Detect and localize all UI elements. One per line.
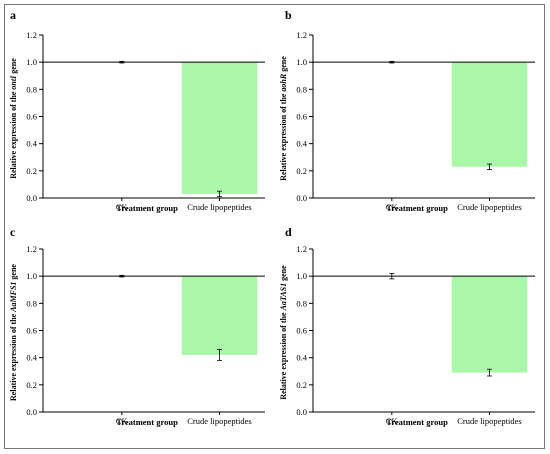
y-axis-title-prefix: Relative expression of the bbox=[279, 92, 288, 181]
panel-b: 0.0 0.2 0.4 0.6 0.8 1.0 1.2 CK Crude lipopeptide… bbox=[279, 8, 535, 213]
y-tick-label: 0.2 bbox=[26, 166, 37, 176]
panel-a: 0.0 0.2 0.4 0.6 0.8 1.0 1.2 CK Crude lipopeptide… bbox=[9, 8, 265, 213]
y-tick-label: 1.2 bbox=[26, 244, 37, 254]
y-axis-title-gene: AaTAS1 bbox=[279, 283, 288, 312]
panel-letter: d bbox=[285, 225, 292, 239]
x-axis-title: Treatment group bbox=[116, 203, 178, 213]
bar-crude-lipopeptides bbox=[451, 276, 528, 373]
y-axis-title: Relative expression of the aohR gene bbox=[279, 56, 288, 181]
x-axis-title: Treatment group bbox=[116, 417, 178, 427]
y-tick-label: 0.4 bbox=[26, 139, 37, 149]
y-tick-label: 1.2 bbox=[296, 244, 307, 254]
y-tick-label: 1.2 bbox=[26, 30, 37, 40]
x-axis-title: Treatment group bbox=[386, 417, 448, 427]
y-tick-label: 0.0 bbox=[26, 193, 37, 203]
y-axis-title-prefix: Relative expression of the bbox=[9, 312, 18, 401]
x-tick-label: Crude lipopeptides bbox=[457, 416, 521, 426]
y-axis-title: Relative expression of the AaMFS1 gene bbox=[9, 264, 18, 401]
y-tick-label: 0.6 bbox=[26, 112, 37, 122]
y-tick-label: 0.0 bbox=[296, 407, 307, 417]
y-tick-label: 0.2 bbox=[296, 380, 307, 390]
panel-letter: b bbox=[285, 8, 292, 22]
y-axis-title-gene: AaMFS1 bbox=[9, 282, 18, 313]
x-tick-label: CK bbox=[116, 202, 129, 212]
y-axis-title-suffix: gene bbox=[9, 58, 18, 76]
y-tick-label: 0.8 bbox=[296, 298, 307, 308]
y-tick-label: 0.4 bbox=[296, 139, 307, 149]
figure-frame bbox=[4, 4, 545, 449]
panel-letter: a bbox=[10, 8, 16, 22]
y-axis-title: Relative expression of the ontI gene bbox=[9, 58, 18, 179]
x-tick-label: CK bbox=[386, 416, 399, 426]
y-tick-label: 1.2 bbox=[296, 30, 307, 40]
y-tick-label: 1.0 bbox=[296, 57, 307, 67]
y-tick-label: 0.8 bbox=[26, 84, 37, 94]
y-axis-title-gene: ontI bbox=[9, 75, 18, 90]
y-tick-label: 0.6 bbox=[26, 326, 37, 336]
bar-crude-lipopeptides bbox=[181, 62, 258, 194]
y-tick-label: 0.8 bbox=[296, 84, 307, 94]
y-tick-label: 0.2 bbox=[296, 166, 307, 176]
y-tick-label: 0.8 bbox=[26, 298, 37, 308]
y-axis-title-suffix: gene bbox=[279, 265, 288, 283]
bar-crude-lipopeptides bbox=[451, 62, 528, 167]
y-tick-label: 0.4 bbox=[296, 353, 307, 363]
y-tick-label: 0.4 bbox=[26, 353, 37, 363]
y-tick-label: 0.0 bbox=[26, 407, 37, 417]
y-tick-label: 0.6 bbox=[296, 326, 307, 336]
x-tick-label: CK bbox=[116, 416, 129, 426]
y-axis-title-prefix: Relative expression of the bbox=[9, 90, 18, 179]
y-axis-title-suffix: gene bbox=[279, 56, 288, 74]
y-tick-label: 0.0 bbox=[296, 193, 307, 203]
y-tick-label: 0.2 bbox=[26, 380, 37, 390]
y-axis-title: Relative expression of the AaTAS1 gene bbox=[279, 265, 288, 400]
y-tick-label: 0.6 bbox=[296, 112, 307, 122]
x-tick-label: Crude lipopeptides bbox=[187, 202, 251, 212]
bar-crude-lipopeptides bbox=[181, 276, 258, 355]
y-tick-label: 1.0 bbox=[26, 271, 37, 281]
y-axis-title-prefix: Relative expression of the bbox=[279, 310, 288, 399]
y-axis-title-gene: aohR bbox=[279, 73, 288, 91]
panel-d: 0.0 0.2 0.4 0.6 0.8 1.0 1.2 CK Crude lipopeptide… bbox=[279, 225, 535, 427]
panel-c: 0.0 0.2 0.4 0.6 0.8 1.0 1.2 CK Crude lipopeptide… bbox=[9, 225, 265, 427]
x-tick-label: Crude lipopeptides bbox=[457, 202, 521, 212]
x-tick-label: Crude lipopeptides bbox=[187, 416, 251, 426]
y-axis-title-suffix: gene bbox=[9, 264, 18, 282]
panel-letter: c bbox=[10, 225, 16, 239]
x-axis-title: Treatment group bbox=[386, 203, 448, 213]
x-tick-label: CK bbox=[386, 202, 399, 212]
y-tick-label: 1.0 bbox=[296, 271, 307, 281]
y-tick-label: 1.0 bbox=[26, 57, 37, 67]
